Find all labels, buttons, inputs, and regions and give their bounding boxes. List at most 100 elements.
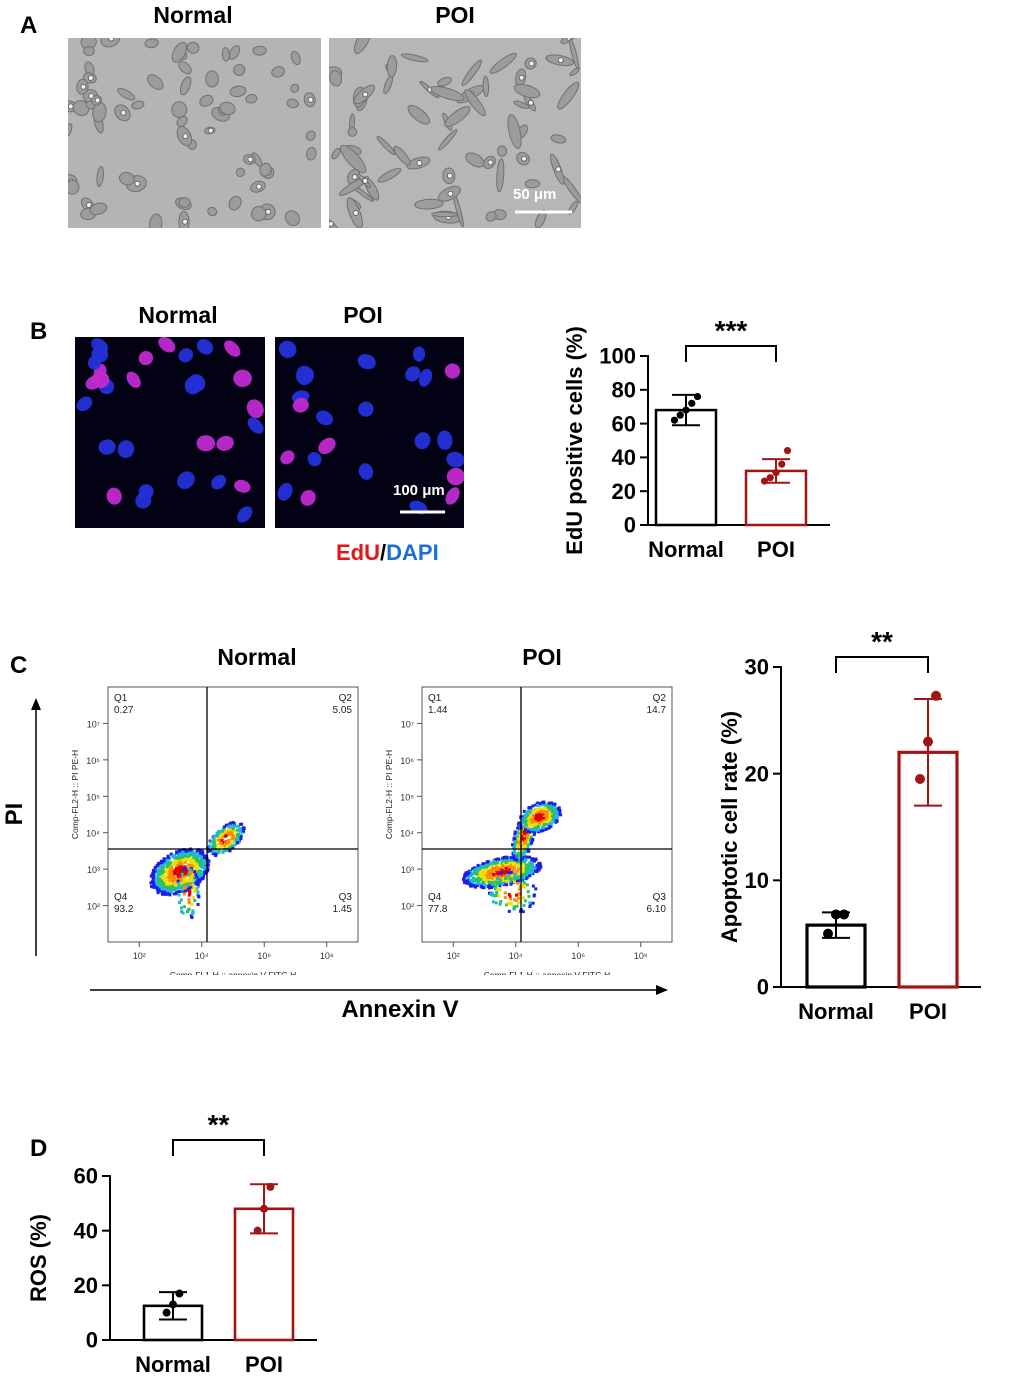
q3-value: 1.45 xyxy=(333,904,353,915)
stain-edu: EdU xyxy=(336,540,380,565)
y-tick-label: 100 xyxy=(599,344,636,369)
panel-c-letter: C xyxy=(10,652,28,679)
annexin-axis-label: Annexin V xyxy=(341,996,459,1023)
q4-label: Q4 xyxy=(114,892,128,903)
flow-x-tick: 10⁸ xyxy=(634,951,648,961)
q2-label: Q2 xyxy=(339,693,353,704)
flow-x-title: Comp-FL1-H :: annexin V FITC-H xyxy=(484,970,611,975)
flow-y-tick: 10⁵ xyxy=(400,792,414,802)
q4-value: 77.8 xyxy=(428,904,448,915)
q4-value: 93.2 xyxy=(114,904,134,915)
x-tick-label: POI xyxy=(245,1352,283,1377)
pi-axis-arrow xyxy=(31,698,41,956)
data-point xyxy=(676,411,684,419)
y-tick-label: 10 xyxy=(745,868,769,893)
x-tick-label: POI xyxy=(757,537,795,562)
flow-x-tick: 10⁴ xyxy=(509,951,523,961)
flow-plot-frame xyxy=(107,686,359,943)
y-tick-label: 20 xyxy=(612,479,636,504)
significance-bracket xyxy=(172,1139,265,1156)
q4-label: Q4 xyxy=(428,892,442,903)
x-tick-label: Normal xyxy=(135,1352,211,1377)
significance-marker: ** xyxy=(208,1109,230,1140)
flow-x-tick: 10² xyxy=(133,951,146,961)
data-point xyxy=(831,909,841,920)
flow-cytometry-plot-normal: 10² 10³ 10⁴ 10⁵ 10⁶ 10⁷ 10² 10⁴ 10⁶ 10⁸ Comp-FL1-H… xyxy=(70,686,359,975)
panel-b-header-poi: POI xyxy=(343,302,383,328)
data-point xyxy=(766,474,774,482)
panel-d-letter: D xyxy=(30,1135,48,1162)
flow-x-tick: 10⁴ xyxy=(195,951,209,961)
stain-legend: EdU/DAPI xyxy=(336,540,439,566)
data-point xyxy=(839,909,849,920)
data-point xyxy=(670,416,679,424)
data-point xyxy=(772,469,780,477)
flow-y-tick: 10⁴ xyxy=(400,829,414,839)
scale-bar-label-b: 100 μm xyxy=(393,482,445,499)
flow-x-tick: 10² xyxy=(447,951,460,961)
panel-c-header-normal: Normal xyxy=(217,644,297,670)
pi-axis-label: PI xyxy=(1,802,28,826)
panel-a-header-poi: POI xyxy=(435,2,475,28)
flow-y-tick: 10³ xyxy=(87,865,100,875)
data-point xyxy=(823,928,833,939)
edu-dapi-image-normal xyxy=(75,337,265,528)
q1-label: Q1 xyxy=(114,693,128,704)
x-tick-label: POI xyxy=(909,999,947,1024)
q3-value: 6.10 xyxy=(647,904,667,915)
flow-x-title: Comp-FL1-H :: annexin V FITC-H xyxy=(170,970,297,975)
y-tick-label: 60 xyxy=(612,411,636,436)
chart-ros: 0 20 40 60 ROS (%) Normal POI ** xyxy=(26,1109,317,1377)
y-tick-label: 40 xyxy=(74,1218,98,1243)
data-point xyxy=(931,690,941,701)
y-tick-label: 0 xyxy=(624,513,636,538)
q1-value: 1.44 xyxy=(428,705,448,716)
q3-label: Q3 xyxy=(653,892,667,903)
phase-contrast-image-normal xyxy=(68,38,321,228)
significance-marker: *** xyxy=(715,315,748,346)
y-tick-label: 20 xyxy=(74,1273,98,1298)
flow-y-tick: 10⁶ xyxy=(86,756,100,766)
phase-contrast-image-poi xyxy=(329,38,581,228)
panel-a-letter: A xyxy=(20,12,38,39)
panel-a-header-normal: Normal xyxy=(153,2,233,28)
flow-x-tick: 10⁶ xyxy=(257,951,271,961)
flow-y-tick: 10² xyxy=(87,902,100,912)
panel-c-header-poi: POI xyxy=(522,644,562,670)
significance-bracket xyxy=(835,656,929,673)
significance-marker: ** xyxy=(871,626,893,657)
q2-value: 5.05 xyxy=(333,705,353,716)
y-tick-label: 40 xyxy=(612,445,636,470)
x-tick-label: Normal xyxy=(648,537,724,562)
y-tick-label: 20 xyxy=(745,761,769,786)
flow-cytometry-plot-poi: 10² 10³ 10⁴ 10⁵ 10⁶ 10⁷ 10² 10⁴ 10⁶ 10⁸ Comp-FL1-H… xyxy=(384,686,673,975)
stain-dapi: DAPI xyxy=(386,540,439,565)
data-point xyxy=(923,736,933,747)
flow-y-tick: 10⁷ xyxy=(401,719,414,729)
q2-label: Q2 xyxy=(653,693,667,704)
flow-x-tick: 10⁶ xyxy=(571,951,585,961)
data-point xyxy=(266,1182,275,1191)
y-tick-label: 80 xyxy=(612,378,636,403)
data-point xyxy=(175,1289,184,1298)
y-axis-label: ROS (%) xyxy=(26,1214,51,1302)
scale-bar-label-a: 50 μm xyxy=(513,186,557,203)
panel-b-header-normal: Normal xyxy=(138,302,218,328)
y-axis-label: EdU positive cells (%) xyxy=(562,326,587,555)
chart-edu-positive: 0 20 40 60 80 100 EdU positive cells (%) Normal… xyxy=(562,315,830,562)
flow-events xyxy=(149,821,246,920)
flow-y-tick: 10³ xyxy=(401,865,414,875)
edu-dapi-image-poi xyxy=(275,337,464,528)
data-point xyxy=(693,392,702,401)
data-point xyxy=(915,774,925,784)
flow-y-tick: 10² xyxy=(401,902,414,912)
flow-y-title: Comp-FL2-H :: PI PE-H xyxy=(384,750,394,839)
data-point xyxy=(760,477,769,485)
data-point xyxy=(253,1226,262,1235)
y-axis-label: Apoptotic cell rate (%) xyxy=(717,711,742,943)
data-point xyxy=(682,406,690,414)
y-tick-label: 0 xyxy=(86,1328,98,1353)
q2-value: 14.7 xyxy=(647,705,667,716)
bar-normal xyxy=(654,408,718,527)
annexin-axis-arrow xyxy=(90,985,668,995)
